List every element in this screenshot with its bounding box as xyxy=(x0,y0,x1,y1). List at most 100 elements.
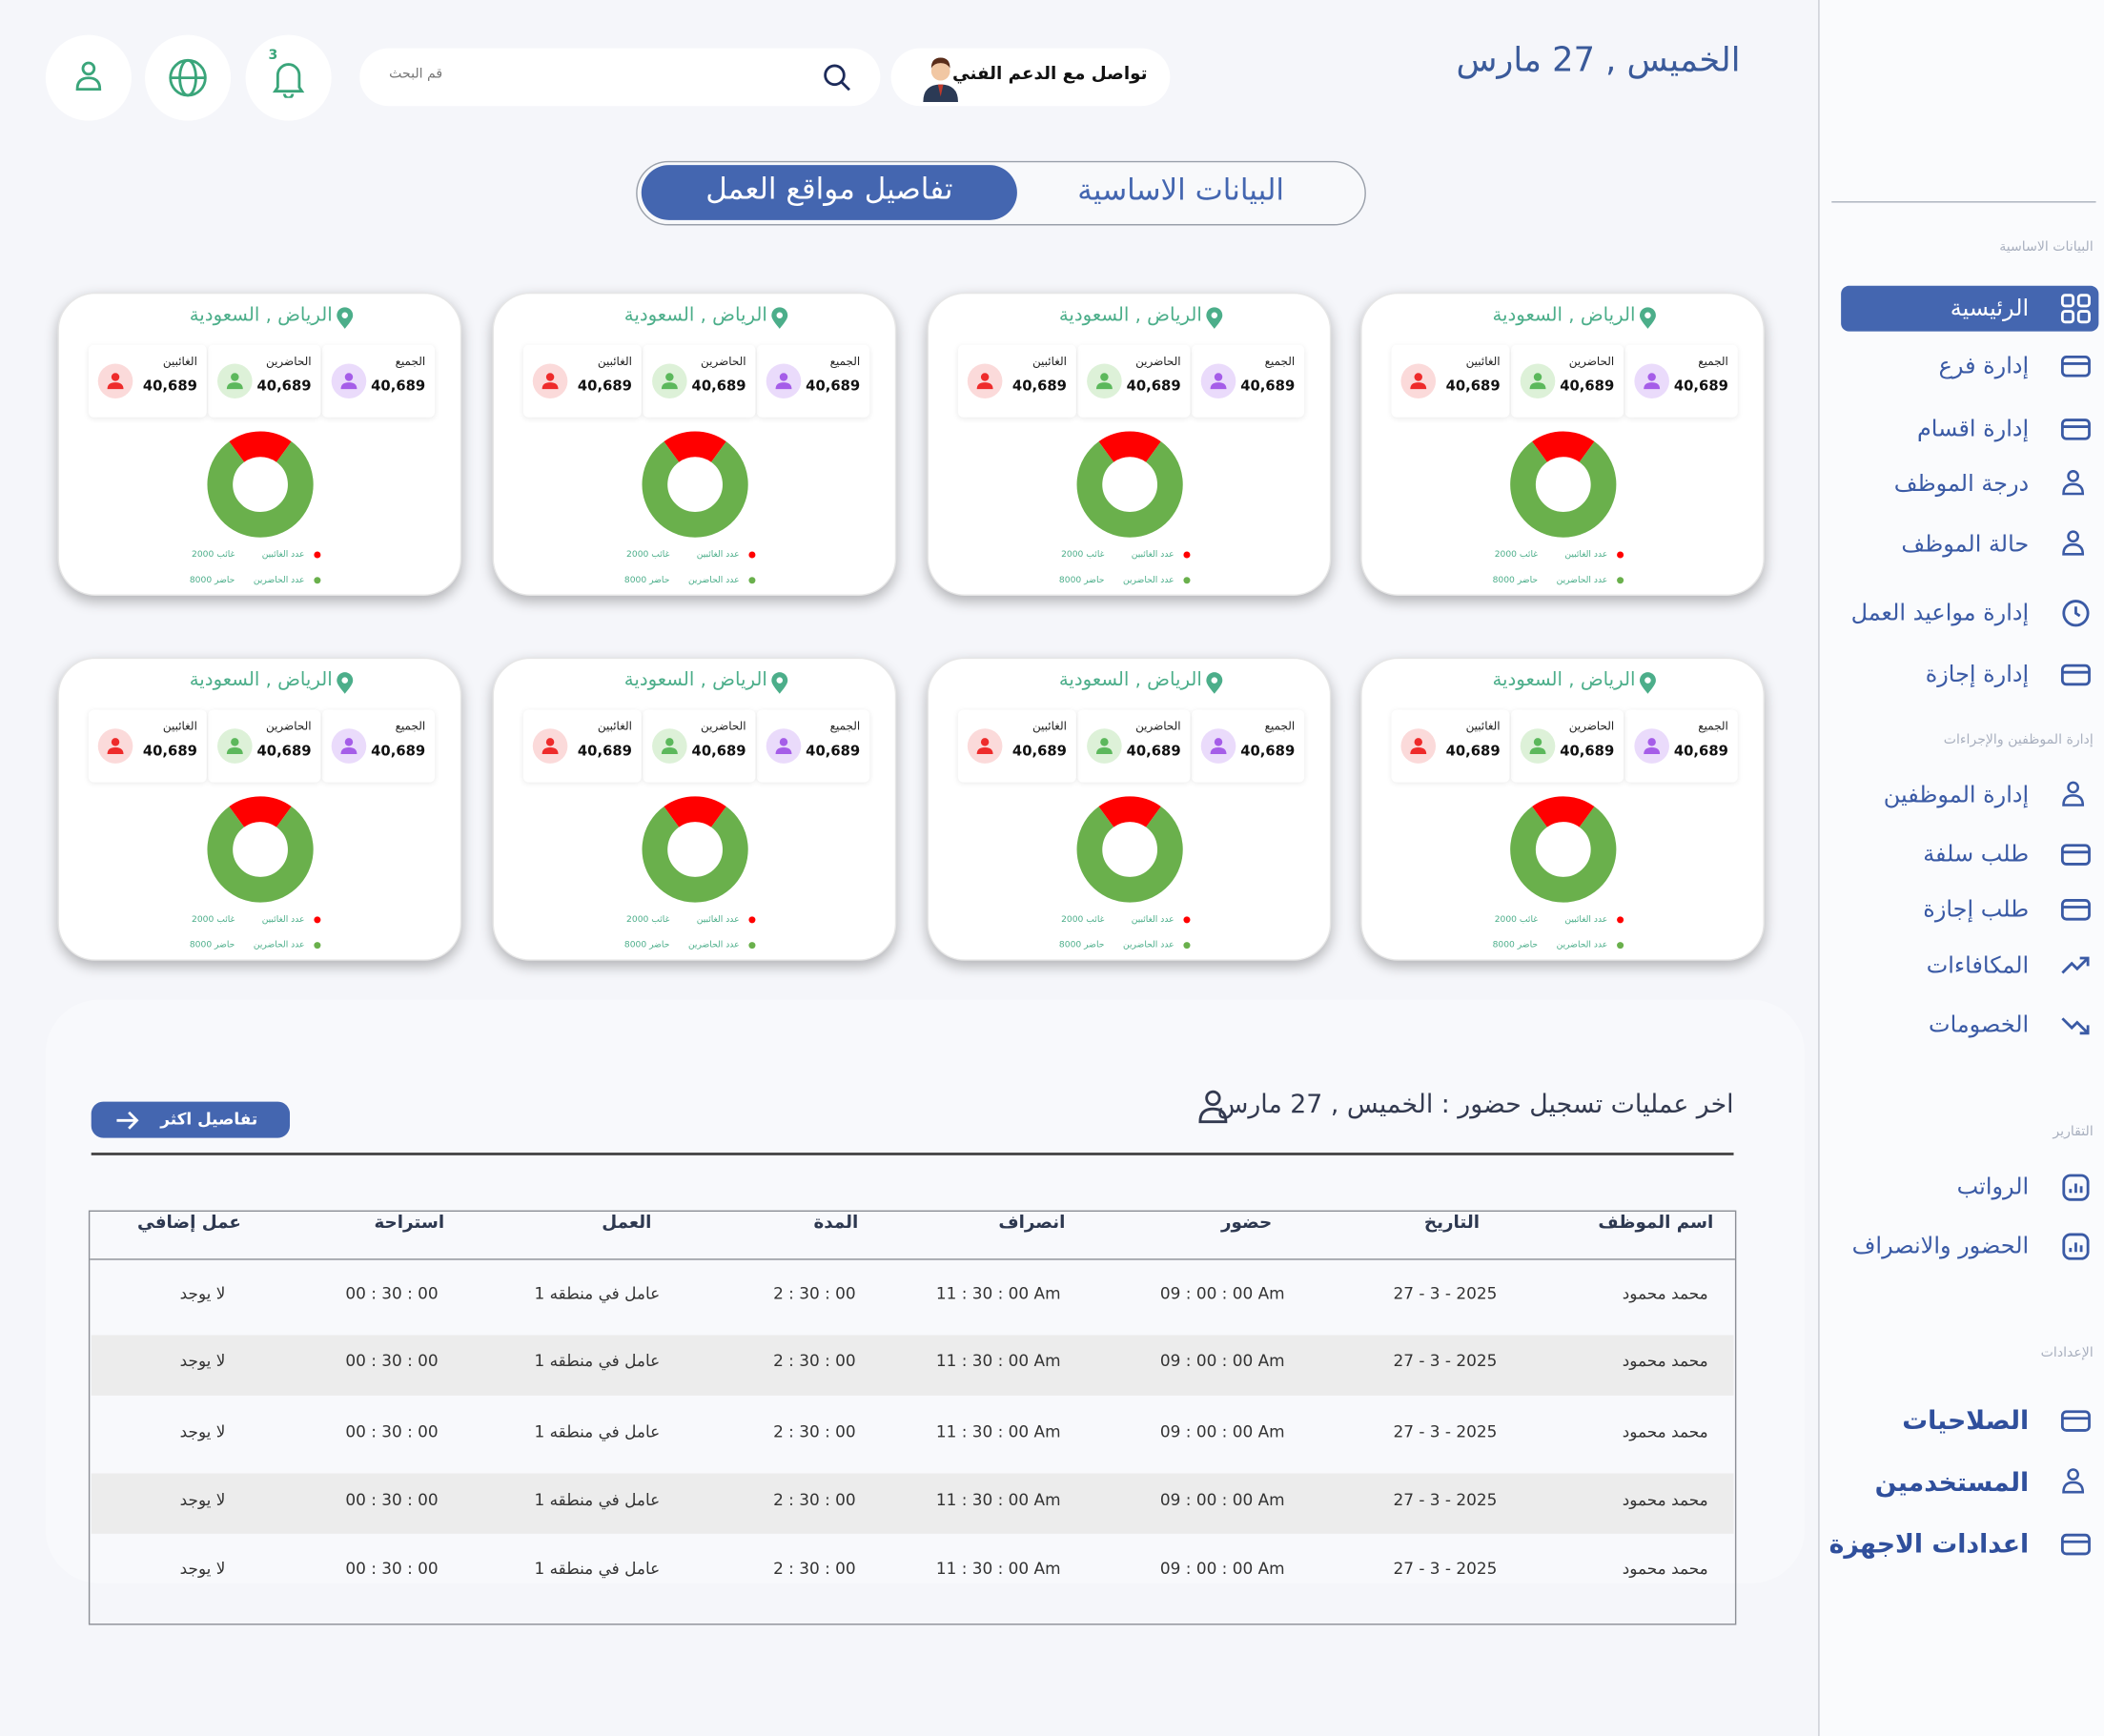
legend-dot xyxy=(748,577,756,584)
details-label: تفاصيل اكثر xyxy=(160,1110,258,1129)
table-cell: عامل في منطقه 1 xyxy=(534,1421,661,1441)
details-button[interactable]: تفاصيل اكثر xyxy=(91,1101,291,1138)
legend-label: عدد الحاضرين xyxy=(253,939,305,950)
stat-icon xyxy=(96,727,133,765)
notification-button[interactable] xyxy=(245,34,332,121)
legend-dot xyxy=(1183,551,1191,559)
donut xyxy=(1510,796,1617,903)
icon-shape xyxy=(2061,1017,2090,1035)
icon-shape xyxy=(776,677,784,684)
icon-shape xyxy=(1640,672,1656,694)
stat-value: 40,689 xyxy=(256,378,312,395)
table-cell: محمد محمود xyxy=(1622,1490,1708,1510)
sidebar-item[interactable]: حالة الموظف xyxy=(1901,531,2030,559)
stat-box: الجميع 40,689 xyxy=(321,709,436,783)
icon-shape xyxy=(2062,1174,2090,1201)
legend-label: عدد الغائبين xyxy=(696,548,740,560)
stat-value: 40,689 xyxy=(806,378,861,395)
stat-icon xyxy=(651,727,688,765)
icon-shape xyxy=(1211,312,1218,319)
sidebar-item[interactable]: الحضور والانصراف xyxy=(1851,1233,2030,1260)
header-icon xyxy=(168,58,208,98)
icon-shape xyxy=(282,93,295,100)
stat-label: الحاضرين xyxy=(1135,355,1181,370)
stat-label: الحاضرين xyxy=(1568,355,1615,370)
icon-shape xyxy=(97,363,133,399)
icon-shape xyxy=(1198,1107,1228,1124)
pin-icon xyxy=(770,306,789,330)
legend-dot xyxy=(1617,942,1624,950)
stat-label: الجميع xyxy=(1264,355,1296,370)
sidebar-item[interactable]: إدارة اقسام xyxy=(1916,416,2030,443)
table-cell: 2 : 30 : 00 xyxy=(773,1421,856,1441)
legend-dot xyxy=(1617,551,1624,559)
table-cell: محمد محمود xyxy=(1622,1284,1708,1303)
legend-value: 2000 غائب xyxy=(1494,548,1539,560)
sidebar-item[interactable]: المستخدمين xyxy=(1874,1467,2030,1498)
card-location: الرياض , السعودية xyxy=(1058,304,1202,327)
tab[interactable]: البيانات الاساسية xyxy=(1077,174,1285,209)
legend-value: 8000 حاضر xyxy=(1492,574,1539,585)
sidebar-item[interactable]: درجة الموظف xyxy=(1893,471,2030,499)
icon-shape xyxy=(340,746,357,755)
stat-box: الحاضرين 40,689 xyxy=(1077,344,1191,418)
stat-icon xyxy=(1199,727,1236,765)
sidebar-item[interactable]: إدارة الموظفين xyxy=(1883,782,2030,809)
sidebar-item[interactable]: الرئيسية xyxy=(1950,295,2030,322)
donut-segment xyxy=(1532,796,1595,828)
language-button[interactable] xyxy=(145,34,232,121)
donut-chart xyxy=(1496,783,1630,917)
icon-shape xyxy=(2069,1183,2083,1194)
stat-value: 40,689 xyxy=(1126,743,1181,760)
search-box[interactable]: قم البحث xyxy=(359,48,881,107)
icon-shape xyxy=(766,363,802,399)
stat-icon xyxy=(330,727,367,765)
icon-shape xyxy=(217,728,253,764)
profile-button[interactable] xyxy=(45,34,132,121)
icon-shape xyxy=(2060,844,2091,866)
icon-shape xyxy=(980,738,990,746)
card-title: الرياض , السعودية xyxy=(1362,669,1767,694)
table-cell: لا يوجد xyxy=(179,1559,226,1579)
icon-shape xyxy=(231,738,239,746)
stat-box: الحاضرين 40,689 xyxy=(1510,344,1624,418)
row-stripe xyxy=(91,1335,1734,1396)
sidebar-item[interactable]: الرواتب xyxy=(1956,1174,2030,1201)
table-cell: عامل في منطقه 1 xyxy=(534,1351,661,1371)
icon-shape xyxy=(766,728,802,764)
stat-value: 40,689 xyxy=(1240,378,1296,395)
sidebar-item[interactable]: إدارة إجازة xyxy=(1925,661,2030,689)
support-button[interactable]: تواصل مع الدعم الفني xyxy=(890,48,1171,107)
legend-value: 2000 غائب xyxy=(1494,913,1539,925)
sidebar-item[interactable]: طلب إجازة xyxy=(1923,896,2030,924)
donut xyxy=(642,431,748,538)
stat-label: الغائبين xyxy=(162,355,197,370)
stat-label: الحاضرين xyxy=(1135,720,1181,734)
sidebar-item[interactable]: اعدادات الاجهزة xyxy=(1828,1529,2030,1560)
sidebar-icon xyxy=(2060,468,2093,500)
stat-label: الجميع xyxy=(1698,355,1728,370)
sidebar-item[interactable]: المكافاءات xyxy=(1926,952,2030,980)
table-cell: 00 : 30 : 00 xyxy=(345,1490,439,1510)
sidebar-item[interactable]: طلب سلفة xyxy=(1923,841,2030,868)
legend-label: عدد الغائبين xyxy=(696,913,740,925)
table-header-line xyxy=(90,1258,1735,1260)
sidebar-item[interactable]: الصلاحيات xyxy=(1902,1406,2030,1437)
stat-value: 40,689 xyxy=(691,743,746,760)
location-card: الرياض , السعودية الجميع 40,689 الحاضرين 40,… xyxy=(1360,292,1765,596)
icon-shape xyxy=(2060,1410,2091,1432)
donut-segment xyxy=(1076,441,1183,538)
sidebar-divider xyxy=(1831,201,2096,203)
sidebar-item[interactable]: إدارة مواعيد العمل xyxy=(1850,600,2030,627)
sidebar-item[interactable]: الخصومات xyxy=(1929,1011,2030,1039)
donut-chart xyxy=(1063,783,1197,917)
legend-value: 2000 غائب xyxy=(192,548,235,560)
table-cell: 00 : 30 : 00 xyxy=(345,1284,439,1303)
stat-value: 40,689 xyxy=(371,743,426,760)
table-cell: عامل في منطقه 1 xyxy=(534,1490,661,1510)
icon-shape xyxy=(341,677,348,684)
stat-value: 40,689 xyxy=(1560,743,1615,760)
icon-shape xyxy=(779,738,788,746)
sidebar-item[interactable]: إدارة فرع xyxy=(1938,353,2030,380)
tab-active[interactable]: تفاصيل مواقع العمل xyxy=(641,165,1017,220)
